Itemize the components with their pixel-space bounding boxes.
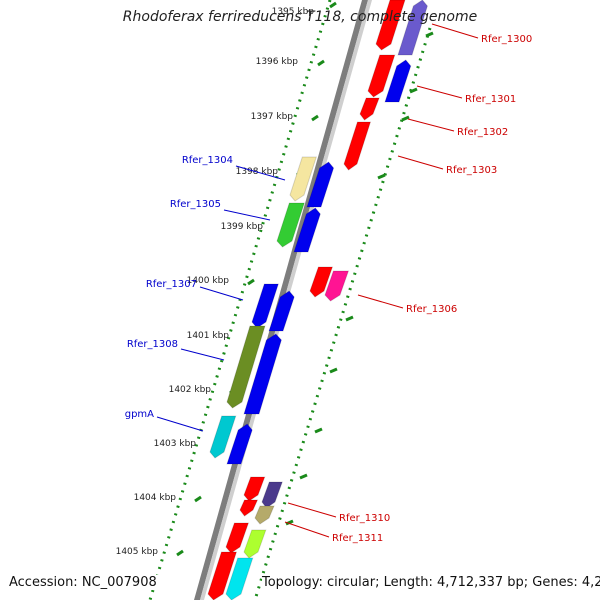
gene-blue-arrow (384, 59, 412, 103)
gene-red-small (243, 476, 266, 502)
gene-red-arrow (225, 522, 250, 554)
ruler-label: 1404 kbp (134, 493, 177, 503)
ruler-tick (194, 495, 202, 503)
ruler-tick (314, 427, 323, 434)
gene-rfer-1303-arrow (343, 121, 372, 171)
gene-label[interactable]: Rfer_1310 (339, 513, 390, 524)
ruler-tick (345, 315, 354, 322)
gene-label[interactable]: Rfer_1307 (146, 279, 197, 290)
gene-rfer-1308-arrow (243, 333, 282, 415)
gene-rfer-1302-arrow (359, 97, 380, 121)
gene-gpma-block (209, 415, 237, 459)
ruler-tick (311, 114, 319, 122)
gene-leader-line (223, 209, 271, 221)
outer-ruler-track (148, 0, 332, 600)
gene-leader-line (284, 521, 330, 538)
gene-label[interactable]: Rfer_1311 (332, 533, 383, 544)
map-title: Rhodoferax ferrireducens T118, complete … (122, 9, 478, 25)
gene-rfer-1308-block (226, 325, 266, 409)
gene-rfer-1304-arrow (306, 161, 335, 208)
gene-rfer-1306-pink (324, 270, 350, 302)
gene-rfer-1310-block (254, 505, 275, 525)
gene-rfer-1305-block (276, 202, 306, 248)
ruler-label: 1395 kbp (272, 7, 315, 17)
gene-cyan-block (225, 557, 254, 600)
gene-rfer-1300-arrow (375, 0, 406, 51)
ruler-label: 1401 kbp (187, 331, 230, 341)
ruler-tick (247, 278, 255, 286)
gene-label[interactable]: Rfer_1303 (446, 165, 497, 176)
accession-text: Accession: NC_007908 (9, 575, 159, 590)
ruler-tick (299, 473, 308, 480)
gene-leader-line (357, 294, 404, 309)
ruler-tick (329, 367, 338, 374)
gene-rfer-1300-block (397, 0, 428, 56)
ruler-label: 1403 kbp (154, 439, 197, 449)
gene-leader-line (397, 155, 444, 170)
ruler-tick (425, 31, 434, 38)
gene-label[interactable]: Rfer_1308 (127, 339, 178, 350)
gene-red-arrow-2 (207, 551, 238, 600)
gene-leader-line (235, 165, 286, 181)
gene-leader-line (199, 286, 244, 301)
ruler-tick (377, 173, 386, 180)
gene-leader-line (431, 23, 479, 39)
gene-rfer-1306-red (309, 266, 334, 298)
gene-rfer-1311-block (243, 529, 267, 559)
gene-label[interactable]: Rfer_1305 (170, 199, 221, 210)
ruler-tick (329, 1, 337, 9)
gene-leader-line (416, 85, 463, 99)
gene-rfer-1301-arrow (367, 54, 396, 98)
ruler-tick (409, 87, 418, 94)
gene-rfer-1307-arrow (268, 290, 295, 332)
ruler-tick (401, 115, 410, 122)
gene-label[interactable]: Rfer_1300 (481, 34, 532, 45)
gene-rfer-1304-block (289, 156, 318, 202)
ruler-label: 1396 kbp (256, 57, 299, 67)
gene-label[interactable]: Rfer_1301 (465, 94, 516, 105)
gene-label[interactable]: gpmA (125, 409, 154, 420)
topology-text: Topology: circular; Length: 4,712,337 bp… (262, 575, 600, 590)
ruler-tick (285, 519, 294, 526)
gene-leader-line (407, 118, 455, 132)
ruler-tick (317, 59, 325, 67)
gene-rfer-1305-arrow (293, 207, 321, 253)
gene-leader-line (156, 416, 204, 432)
ruler-label: 1405 kbp (116, 547, 159, 557)
gene-label[interactable]: Rfer_1304 (182, 155, 233, 166)
gene-leader-line (180, 348, 225, 361)
gene-leader-line (287, 502, 337, 518)
gene-purple-small (261, 481, 283, 509)
gene-gpma-arrow (226, 423, 253, 465)
gene-rfer-1307-block (251, 283, 280, 329)
ruler-label: 1397 kbp (251, 112, 294, 122)
gene-label[interactable]: Rfer_1302 (457, 127, 508, 138)
ruler-tick (176, 549, 184, 557)
gene-label[interactable]: Rfer_1306 (406, 304, 457, 315)
gene-red-small-2 (239, 499, 259, 517)
ruler-label: 1402 kbp (169, 385, 212, 395)
ruler-label: 1400 kbp (187, 276, 230, 286)
ruler-label: 1399 kbp (221, 222, 264, 232)
